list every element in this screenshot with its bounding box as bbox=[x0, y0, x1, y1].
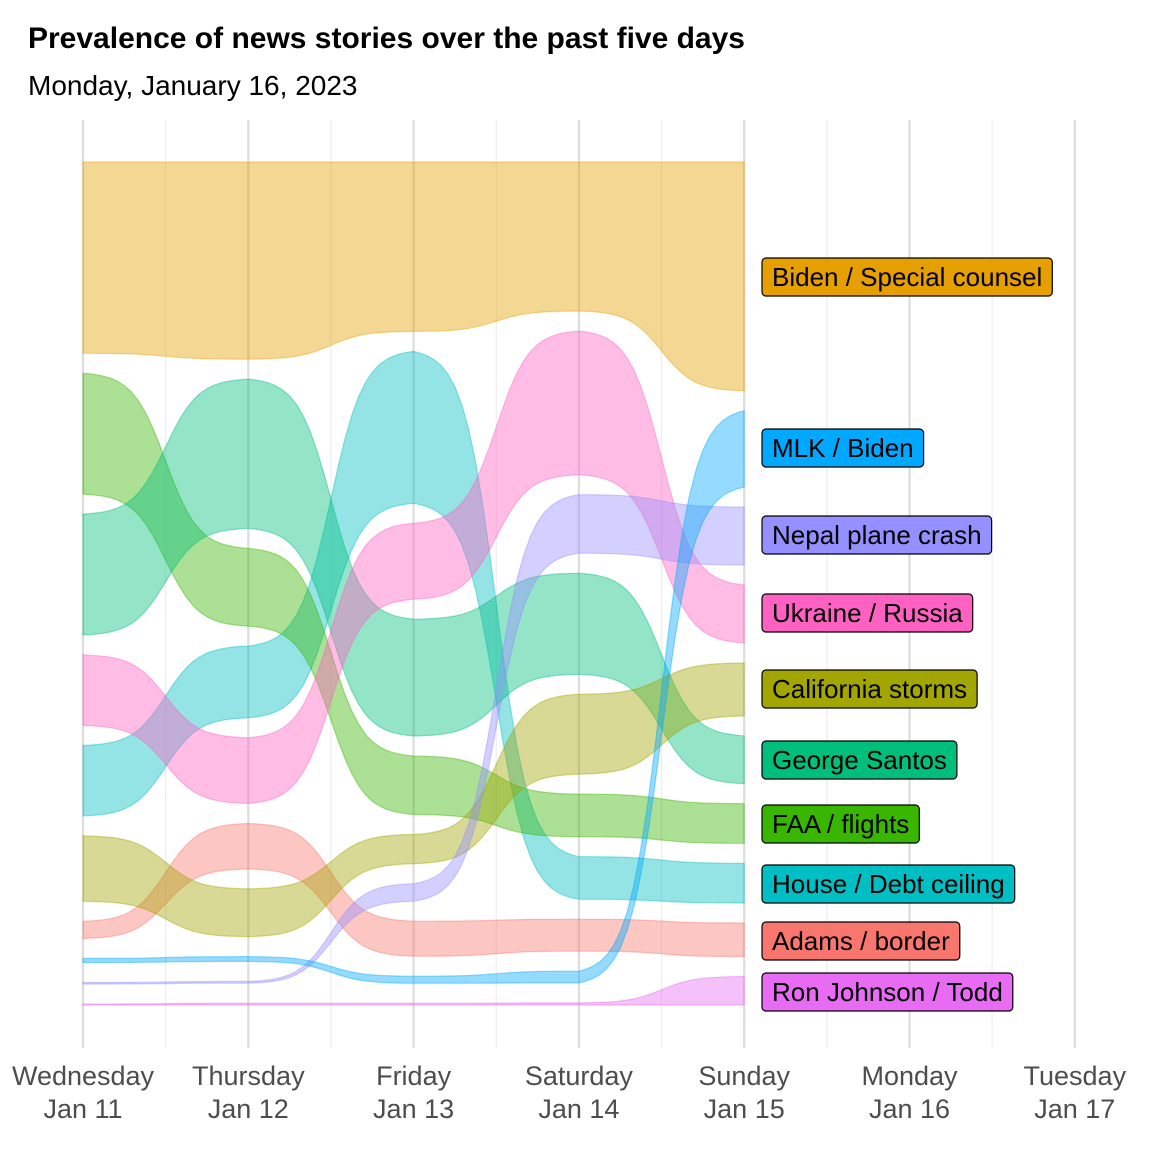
label-box bbox=[761, 972, 1014, 1012]
label-biden-special-counsel: Biden / Special counsel bbox=[761, 257, 1053, 297]
label-text: House / Debt ceiling bbox=[772, 869, 1005, 899]
chart-title: Prevalence of news stories over the past… bbox=[28, 22, 745, 55]
label-ron-johnson-todd: Ron Johnson / Todd bbox=[761, 972, 1014, 1012]
label-nepal-plane-crash: Nepal plane crash bbox=[761, 515, 993, 555]
stream-mlk-biden bbox=[82, 410, 745, 984]
label-house-debt-ceiling: House / Debt ceiling bbox=[761, 864, 1016, 904]
label-faa-flights: FAA / flights bbox=[761, 804, 920, 844]
label-mlk-biden: MLK / Biden bbox=[761, 428, 925, 468]
stream-faa-flights bbox=[82, 372, 745, 844]
label-box bbox=[761, 740, 958, 780]
label-box bbox=[761, 257, 1053, 297]
stream-george-santos bbox=[82, 378, 745, 785]
label-box bbox=[761, 669, 978, 709]
label-text: Adams / border bbox=[772, 926, 950, 956]
label-text: MLK / Biden bbox=[772, 433, 914, 463]
label-text: Nepal plane crash bbox=[772, 520, 982, 550]
x-tick-date: Jan 17 bbox=[1034, 1094, 1115, 1124]
x-tick-day: Monday bbox=[861, 1061, 958, 1091]
x-tick-day: Saturday bbox=[525, 1061, 634, 1091]
label-box bbox=[761, 921, 961, 961]
label-text: George Santos bbox=[772, 745, 947, 775]
stream-adams-border bbox=[82, 822, 745, 958]
stream-ron-johnson-todd bbox=[82, 975, 745, 1006]
label-text: Ukraine / Russia bbox=[772, 598, 963, 628]
label-box bbox=[761, 428, 925, 468]
label-ukraine-russia: Ukraine / Russia bbox=[761, 593, 974, 633]
label-adams-border: Adams / border bbox=[761, 921, 961, 961]
label-california-storms: California storms bbox=[761, 669, 978, 709]
stream-house-debt-ceiling bbox=[82, 350, 745, 904]
label-box bbox=[761, 804, 920, 844]
x-tick-date: Jan 16 bbox=[869, 1094, 950, 1124]
chart-subtitle: Monday, January 16, 2023 bbox=[28, 70, 358, 101]
series-labels: Biden / Special counsel MLK / Biden Nepal … bbox=[761, 257, 1053, 1012]
x-tick-day: Sunday bbox=[698, 1061, 790, 1091]
label-george-santos: George Santos bbox=[761, 740, 958, 780]
label-text: California storms bbox=[772, 674, 967, 704]
label-text: Biden / Special counsel bbox=[772, 262, 1042, 292]
stream-layers bbox=[82, 161, 745, 1006]
stream-california-storms bbox=[82, 662, 745, 938]
stream-ukraine-russia bbox=[82, 330, 745, 805]
stream-biden-special-counsel bbox=[82, 161, 745, 392]
gridlines bbox=[81, 120, 1076, 1048]
x-tick-date: Jan 11 bbox=[43, 1094, 122, 1124]
x-tick-date: Jan 14 bbox=[538, 1094, 619, 1124]
x-tick-day: Thursday bbox=[192, 1061, 305, 1091]
x-tick-date: Jan 12 bbox=[208, 1094, 289, 1124]
label-box bbox=[761, 864, 1016, 904]
label-box bbox=[761, 515, 993, 555]
stream-nepal-plane-crash bbox=[82, 494, 745, 985]
x-tick-date: Jan 13 bbox=[373, 1094, 454, 1124]
label-text: Ron Johnson / Todd bbox=[772, 977, 1003, 1007]
x-tick-day: Tuesday bbox=[1024, 1061, 1127, 1091]
label-box bbox=[761, 593, 974, 633]
x-tick-day: Friday bbox=[376, 1061, 452, 1091]
x-tick-date: Jan 15 bbox=[704, 1094, 785, 1124]
x-tick-day: Wednesday bbox=[12, 1061, 155, 1091]
label-text: FAA / flights bbox=[772, 809, 909, 839]
